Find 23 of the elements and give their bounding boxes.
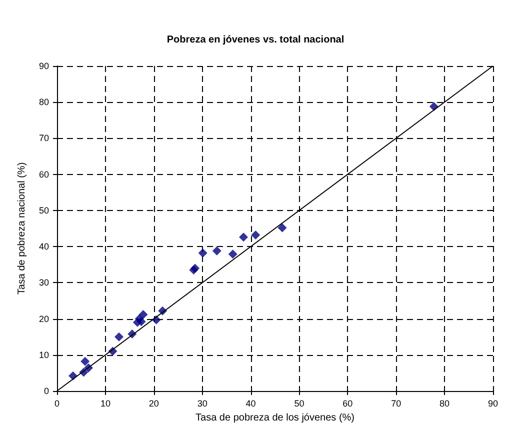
y-tick-label: 70 bbox=[38, 133, 49, 144]
y-tick-label: 60 bbox=[38, 169, 49, 180]
x-tick-label: 70 bbox=[391, 398, 402, 408]
x-tick-label: 90 bbox=[488, 398, 498, 408]
y-axis-title: Tasa de pobreza nacional (%) bbox=[16, 162, 28, 295]
x-tick-label: 60 bbox=[342, 398, 353, 408]
y-tick-label: 30 bbox=[38, 278, 49, 288]
x-tick-label: 10 bbox=[100, 398, 110, 408]
y-tick-label: 0 bbox=[44, 386, 49, 396]
y-tick-label: 10 bbox=[38, 350, 49, 360]
x-tick-label: 0 bbox=[54, 398, 60, 408]
x-axis-title: Tasa de pobreza de los jóvenes (%) bbox=[196, 412, 354, 424]
y-tick-label: 80 bbox=[38, 97, 49, 108]
y-tick-label: 20 bbox=[38, 314, 49, 324]
chart-title: Pobreza en jóvenes vs. total nacional bbox=[166, 34, 344, 46]
x-tick-label: 20 bbox=[148, 398, 159, 408]
y-tick-label: 50 bbox=[38, 205, 49, 216]
y-tick-label: 40 bbox=[38, 242, 49, 252]
x-tick-label: 50 bbox=[294, 398, 304, 408]
x-tick-label: 30 bbox=[197, 398, 208, 408]
x-tick-label: 80 bbox=[440, 398, 450, 408]
x-tick-label: 40 bbox=[246, 398, 256, 408]
y-tick-label: 90 bbox=[38, 61, 49, 71]
